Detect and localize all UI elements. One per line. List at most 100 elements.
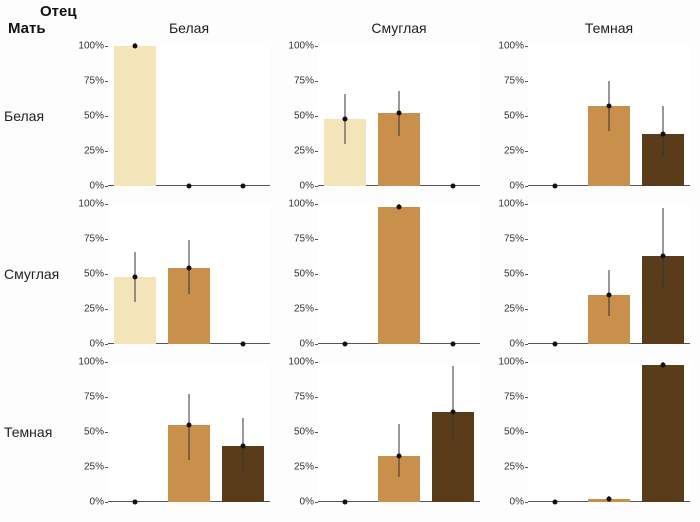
ytick-mark <box>315 151 318 152</box>
panel: 0%25%50%75%100% <box>318 362 480 502</box>
panel: 0%25%50%75%100% <box>318 204 480 344</box>
ytick-label: 0% <box>68 497 104 508</box>
ytick-mark <box>105 204 108 205</box>
ytick-mark <box>315 362 318 363</box>
ytick-mark <box>525 344 528 345</box>
ytick-mark <box>105 362 108 363</box>
ytick-mark <box>525 432 528 433</box>
ytick-label: 100% <box>278 357 314 368</box>
ytick-mark <box>525 116 528 117</box>
point-marker <box>451 184 456 189</box>
ytick-label: 100% <box>488 41 524 52</box>
ytick-label: 75% <box>278 392 314 403</box>
ytick-label: 75% <box>68 234 104 245</box>
point-marker <box>607 104 612 109</box>
ytick-label: 75% <box>68 76 104 87</box>
ytick-mark <box>105 46 108 47</box>
point-marker <box>187 184 192 189</box>
panel: 0%25%50%75%100% <box>108 362 270 502</box>
ytick-label: 0% <box>278 181 314 192</box>
ytick-label: 25% <box>488 304 524 315</box>
ytick-mark <box>105 432 108 433</box>
ytick-label: 25% <box>278 146 314 157</box>
point-marker <box>241 184 246 189</box>
error-bar <box>399 424 400 477</box>
ytick-label: 50% <box>488 427 524 438</box>
panel: 0%25%50%75%100% <box>108 46 270 186</box>
ytick-label: 75% <box>68 392 104 403</box>
ytick-mark <box>315 397 318 398</box>
ytick-label: 100% <box>488 199 524 210</box>
ytick-mark <box>105 309 108 310</box>
ytick-label: 50% <box>68 427 104 438</box>
ytick-label: 0% <box>488 497 524 508</box>
point-marker <box>451 342 456 347</box>
ytick-mark <box>105 467 108 468</box>
ytick-mark <box>315 116 318 117</box>
ytick-label: 0% <box>68 339 104 350</box>
bar <box>642 365 684 502</box>
panel: 0%25%50%75%100% <box>528 46 690 186</box>
bar <box>114 46 156 186</box>
ytick-mark <box>315 432 318 433</box>
ytick-label: 0% <box>488 339 524 350</box>
mother-label: Мать <box>8 21 77 38</box>
ytick-mark <box>315 344 318 345</box>
row-header: Темная <box>4 424 62 440</box>
ytick-mark <box>525 186 528 187</box>
ytick-label: 25% <box>278 462 314 473</box>
ytick-mark <box>315 46 318 47</box>
ytick-mark <box>525 502 528 503</box>
point-marker <box>553 342 558 347</box>
row-header: Белая <box>4 108 62 124</box>
error-bar <box>453 366 454 440</box>
point-marker <box>553 500 558 505</box>
ytick-mark <box>525 46 528 47</box>
point-marker <box>661 362 666 367</box>
point-marker <box>133 500 138 505</box>
point-marker <box>397 111 402 116</box>
point-marker <box>451 410 456 415</box>
ytick-mark <box>315 467 318 468</box>
point-marker <box>187 266 192 271</box>
point-marker <box>343 342 348 347</box>
ytick-label: 50% <box>488 111 524 122</box>
ytick-label: 100% <box>278 199 314 210</box>
panel: 0%25%50%75%100% <box>108 204 270 344</box>
point-marker <box>607 293 612 298</box>
ytick-mark <box>315 81 318 82</box>
ytick-mark <box>105 239 108 240</box>
ytick-mark <box>525 397 528 398</box>
point-marker <box>133 274 138 279</box>
ytick-mark <box>105 186 108 187</box>
ytick-label: 25% <box>488 462 524 473</box>
point-marker <box>241 444 246 449</box>
point-marker <box>397 453 402 458</box>
ytick-label: 100% <box>68 357 104 368</box>
point-marker <box>553 184 558 189</box>
panel: 0%25%50%75%100% <box>528 204 690 344</box>
panel: 0%25%50%75%100% <box>318 46 480 186</box>
facet-grid: Отец Мать БелаяСмуглаяТемнаяБелаяСмуглая… <box>0 0 700 522</box>
ytick-label: 50% <box>278 111 314 122</box>
col-header: Белая <box>169 20 209 36</box>
ytick-mark <box>525 274 528 275</box>
ytick-mark <box>315 274 318 275</box>
row-header: Смуглая <box>4 266 62 282</box>
father-label: Отец <box>40 4 77 21</box>
ytick-label: 25% <box>68 304 104 315</box>
ytick-mark <box>315 204 318 205</box>
point-marker <box>133 44 138 49</box>
ytick-mark <box>525 81 528 82</box>
ytick-mark <box>105 274 108 275</box>
corner-labels: Отец Мать <box>8 4 77 37</box>
point-marker <box>661 132 666 137</box>
ytick-label: 0% <box>68 181 104 192</box>
ytick-mark <box>105 344 108 345</box>
point-marker <box>661 253 666 258</box>
point-marker <box>397 204 402 209</box>
point-marker <box>187 423 192 428</box>
ytick-label: 75% <box>488 392 524 403</box>
ytick-mark <box>105 151 108 152</box>
ytick-mark <box>105 116 108 117</box>
